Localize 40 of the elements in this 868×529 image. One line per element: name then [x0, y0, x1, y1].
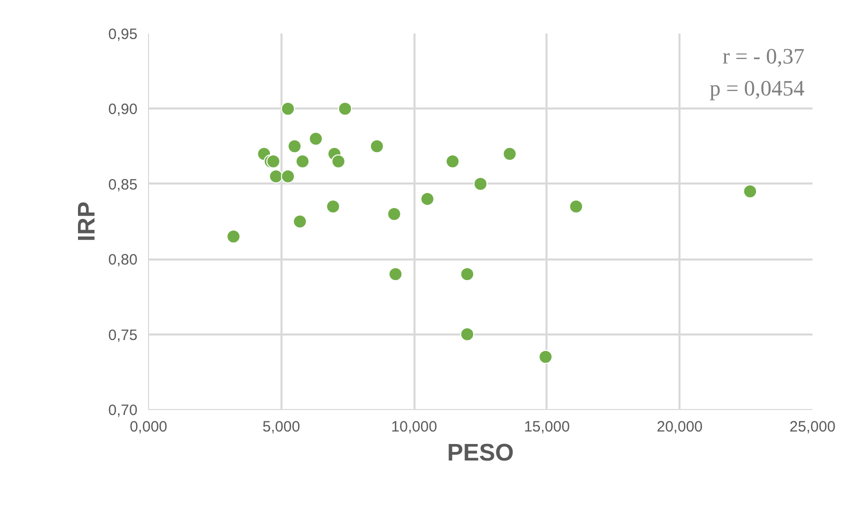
point — [474, 176, 488, 191]
point — [420, 192, 434, 206]
y-axis-title: IRP — [73, 201, 100, 242]
x-tick-label: 20,000 — [656, 418, 703, 436]
point — [569, 199, 584, 214]
point — [460, 327, 474, 342]
point — [743, 184, 758, 198]
y-tick-label: 0,75 — [108, 326, 138, 344]
point — [326, 199, 340, 214]
y-tick-label: 0,95 — [108, 26, 138, 43]
point — [446, 154, 460, 168]
point — [338, 102, 352, 116]
point — [370, 139, 384, 154]
point — [266, 154, 280, 168]
y-tick-label: 0,90 — [108, 101, 138, 118]
point — [288, 139, 302, 154]
x-axis-title: PESO — [447, 440, 514, 466]
x-tick-label: 0,000 — [130, 418, 168, 436]
x-tick-label: 10,000 — [391, 418, 438, 436]
x-tick-label: 5,000 — [262, 418, 300, 436]
annotation: r = - 0,37 — [722, 44, 805, 68]
y-tick-label: 0,85 — [108, 176, 138, 194]
point — [538, 350, 553, 364]
x-tick-label: 25,000 — [790, 418, 836, 436]
point — [331, 154, 346, 168]
point — [280, 102, 295, 116]
point — [268, 169, 283, 184]
point — [387, 206, 402, 221]
annotation: p = 0,0454 — [710, 76, 805, 100]
point — [388, 267, 403, 282]
point — [308, 132, 323, 146]
point — [296, 154, 310, 168]
point — [226, 230, 240, 244]
y-tick-label: 0,70 — [108, 402, 138, 419]
point — [292, 214, 307, 228]
x-tick-label: 15,000 — [524, 418, 570, 436]
point — [502, 146, 517, 161]
point — [280, 169, 295, 184]
point — [460, 267, 474, 282]
y-tick-label: 0,80 — [108, 252, 138, 269]
